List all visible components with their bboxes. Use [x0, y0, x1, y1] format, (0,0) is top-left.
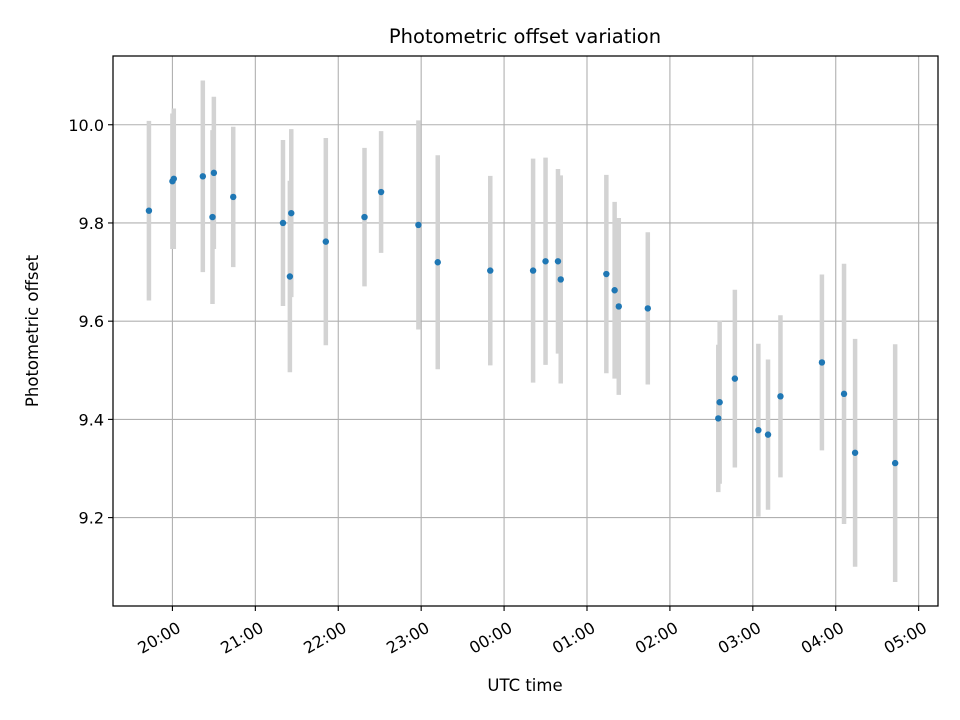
data-point: [434, 259, 441, 266]
data-point: [840, 390, 848, 398]
y-tick-label: 9.8: [79, 214, 104, 233]
data-point: [615, 303, 622, 310]
x-axis-label: UTC time: [487, 676, 562, 695]
y-tick-label: 9.6: [79, 312, 104, 331]
x-tick-label: 21:00: [217, 618, 266, 658]
data-point: [199, 173, 207, 180]
chart-title: Photometric offset variation: [389, 25, 661, 48]
x-tick-label: 02:00: [632, 618, 681, 658]
x-tick-label: 23:00: [383, 618, 432, 658]
grid: [113, 56, 938, 606]
x-tick-label: 04:00: [798, 618, 847, 658]
data-point: [542, 258, 549, 265]
data-point: [851, 449, 859, 456]
x-tick-label: 00:00: [466, 618, 515, 658]
data-point: [715, 415, 722, 422]
data-point: [279, 219, 287, 227]
data-point: [818, 359, 826, 366]
data-point: [415, 221, 422, 229]
data-point: [286, 273, 294, 280]
data-point: [644, 305, 651, 312]
data-point: [764, 431, 772, 438]
x-tick-label: 05:00: [881, 618, 930, 658]
data-point: [755, 426, 762, 434]
data-point: [529, 267, 537, 274]
data-point: [210, 169, 218, 177]
data-point: [487, 267, 494, 274]
data-point: [322, 238, 330, 245]
y-tick-label: 9.4: [79, 410, 104, 429]
data-point: [361, 213, 368, 221]
x-tick-label: 01:00: [549, 618, 598, 658]
data-points: [145, 169, 899, 467]
x-tick-label: 20:00: [134, 618, 183, 658]
data-point: [557, 276, 564, 283]
plot-frame: [112, 55, 939, 607]
data-point: [209, 213, 216, 221]
x-axis: 20:00 21:00 22:00 23:00 00:00 01:00 02:00 03:00…: [134, 606, 930, 658]
y-axis: 9.2 9.4 9.6 9.8 10.0: [68, 116, 113, 528]
error-bars: [146, 80, 898, 582]
data-point: [777, 393, 784, 400]
data-point: [170, 175, 178, 182]
data-point: [230, 193, 237, 201]
y-axis-label: Photometric offset: [23, 254, 42, 407]
data-point: [554, 258, 562, 265]
data-point: [611, 287, 618, 294]
data-point: [603, 270, 610, 278]
data-point: [891, 459, 899, 467]
data-point: [731, 375, 739, 382]
data-point: [716, 399, 723, 406]
data-point: [145, 207, 153, 214]
x-tick-label: 03:00: [715, 618, 764, 658]
x-tick-label: 22:00: [300, 618, 349, 658]
y-tick-label: 9.2: [79, 509, 104, 528]
data-point: [288, 209, 295, 217]
y-tick-label: 10.0: [68, 116, 104, 135]
data-point: [377, 188, 385, 196]
